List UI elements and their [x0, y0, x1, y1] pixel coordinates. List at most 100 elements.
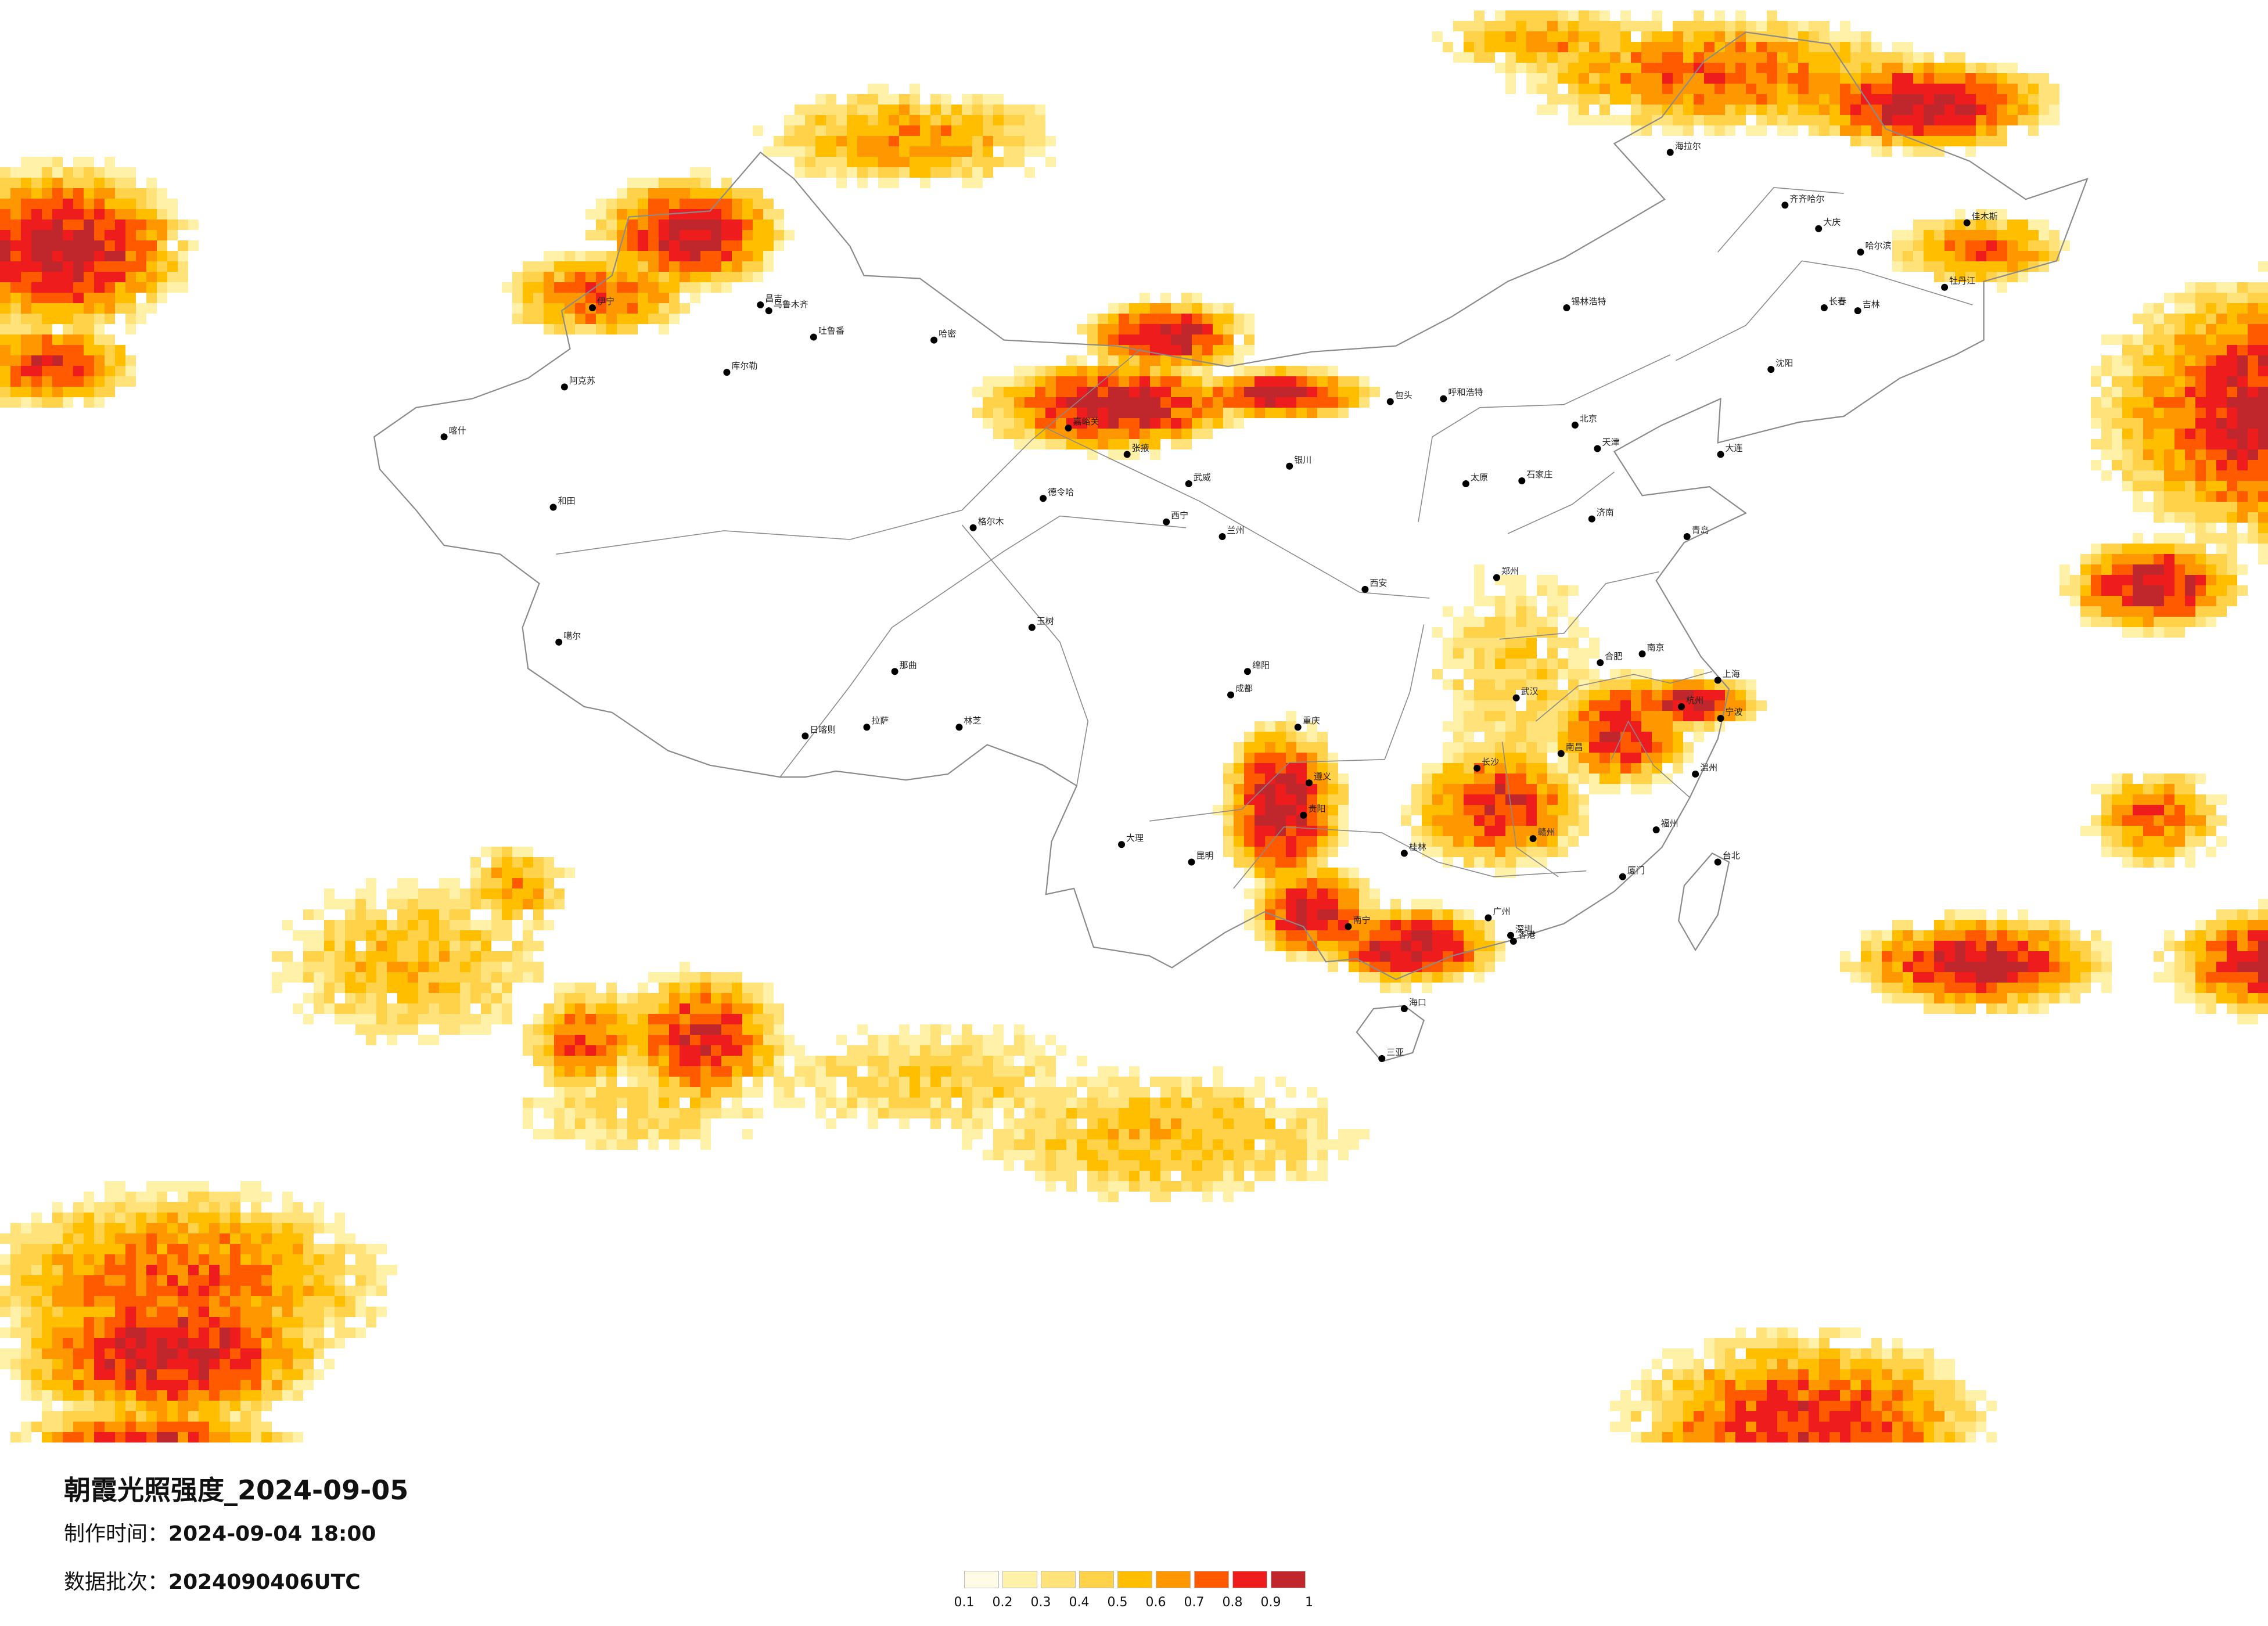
heat-cell: [836, 1098, 847, 1108]
heat-cell: [1108, 408, 1119, 418]
heat-cell: [491, 983, 502, 993]
heat-cell: [2185, 303, 2195, 314]
heat-cell: [1526, 638, 1537, 648]
heat-cell: [512, 962, 523, 972]
heat-cell: [1861, 42, 1871, 52]
heat-cell: [21, 1275, 31, 1286]
heat-cell: [73, 240, 84, 251]
heat-cell: [930, 1056, 941, 1066]
heat-cell: [209, 1296, 220, 1307]
heat-cell: [1223, 408, 1234, 418]
heat-cell: [2216, 941, 2227, 951]
heat-cell: [763, 261, 774, 272]
heat-cell: [972, 1077, 983, 1087]
heat-cell: [1526, 627, 1537, 638]
heat-cell: [1924, 146, 1934, 157]
heat-cell: [1275, 366, 1286, 376]
heat-cell: [638, 240, 648, 251]
heat-cell: [1108, 355, 1119, 366]
heat-cell: [1014, 1077, 1025, 1087]
heat-cell: [2101, 544, 2112, 554]
heat-cell: [429, 930, 439, 941]
heat-cell: [1600, 94, 1610, 105]
heat-cell: [1098, 355, 1108, 366]
heat-cell: [2195, 502, 2206, 512]
heat-cell: [314, 972, 324, 983]
heat-cell: [1746, 679, 1756, 690]
heat-cell: [1903, 941, 1913, 951]
heat-cell: [1317, 397, 1328, 408]
heat-cell: [105, 240, 115, 251]
heat-cell: [366, 972, 376, 983]
heat-cell: [2258, 930, 2268, 941]
heat-cell: [2258, 1003, 2268, 1014]
heat-cell: [1140, 334, 1150, 345]
heat-cell: [1715, 700, 1725, 711]
heat-cell: [868, 1118, 878, 1129]
heat-cell: [2112, 355, 2122, 366]
heat-cell: [1537, 21, 1547, 31]
heat-cell: [94, 209, 105, 220]
heat-cell: [481, 1024, 491, 1035]
heat-cell: [2164, 847, 2174, 857]
heat-cell: [1537, 753, 1547, 763]
heat-cell: [1223, 774, 1234, 784]
heat-cell: [1244, 1118, 1255, 1129]
heat-cell: [324, 1296, 335, 1307]
heat-cell: [983, 1045, 993, 1056]
heat-cell: [1328, 888, 1338, 899]
heat-cell: [105, 282, 115, 293]
heat-cell: [2133, 439, 2143, 449]
heat-cell: [1777, 52, 1788, 63]
heat-cell: [1526, 794, 1537, 805]
heat-cell: [94, 1233, 105, 1244]
heat-cell: [1871, 951, 1882, 962]
heat-cell: [554, 1003, 565, 1014]
heat-cell: [711, 230, 721, 240]
heat-cell: [167, 1286, 178, 1296]
heat-cell: [1516, 711, 1526, 721]
heat-cell: [1944, 52, 1955, 63]
heat-cell: [930, 1118, 941, 1129]
heat-cell: [1265, 1118, 1275, 1129]
heat-cell: [73, 1233, 84, 1244]
heat-cell: [1171, 387, 1181, 397]
heat-cell: [983, 387, 993, 397]
heat-cell: [10, 1275, 21, 1286]
heat-cell: [1965, 84, 1976, 94]
heat-cell: [2154, 774, 2164, 784]
heat-cell: [1516, 596, 1526, 606]
heat-cell: [1641, 115, 1652, 125]
heat-cell: [1422, 930, 1432, 941]
heat-cell: [1160, 1098, 1171, 1108]
heat-cell: [429, 972, 439, 983]
heat-cell: [2059, 585, 2070, 596]
heat-cell: [314, 962, 324, 972]
heat-cell: [491, 962, 502, 972]
heat-cell: [1809, 21, 1819, 31]
heat-cell: [63, 387, 73, 397]
heat-cell: [1202, 1087, 1213, 1098]
heat-cell: [1265, 397, 1275, 408]
heat-cell: [397, 941, 408, 951]
heat-cell: [2185, 314, 2195, 324]
heat-cell: [523, 857, 533, 868]
heat-cell: [491, 857, 502, 868]
heat-cell: [1683, 73, 1694, 84]
heat-cell: [1516, 617, 1526, 627]
heat-cell: [1997, 84, 2007, 94]
heat-cell: [2028, 983, 2039, 993]
heat-cell: [146, 230, 157, 240]
heat-cell: [2258, 554, 2268, 564]
heat-cell: [94, 178, 105, 188]
heat-cell: [523, 962, 533, 972]
heat-cell: [1464, 857, 1474, 868]
heat-cell: [2122, 805, 2133, 815]
heat-cell: [2018, 941, 2028, 951]
heat-cell: [648, 1014, 659, 1024]
heat-cell: [1903, 261, 1913, 272]
heat-cell: [815, 136, 826, 146]
heat-cell: [167, 261, 178, 272]
heat-cell: [533, 1035, 544, 1045]
heat-cell: [63, 188, 73, 199]
